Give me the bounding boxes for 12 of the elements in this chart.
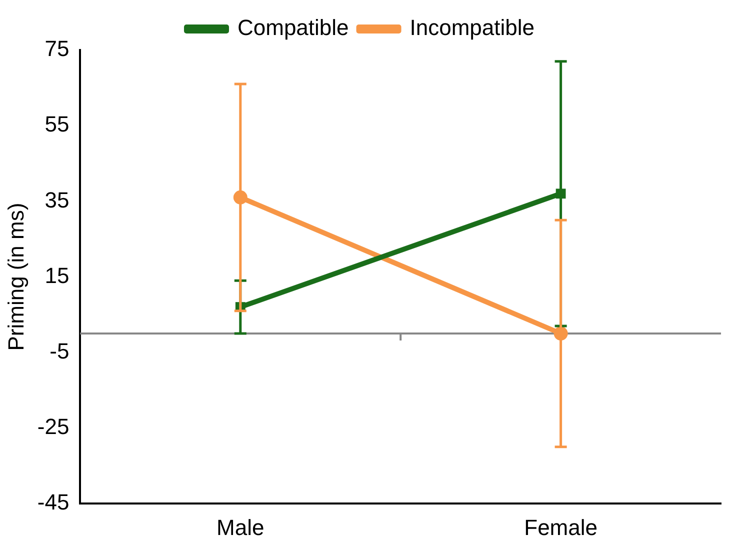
y-tick-label: 35 <box>44 187 70 212</box>
y-axis-title: Priming (in ms) <box>3 202 28 351</box>
y-tick-label: 15 <box>44 262 70 288</box>
y-tick-label: -45 <box>37 490 70 515</box>
y-tick-label: -5 <box>50 338 70 364</box>
x-tick-label: Male <box>216 514 264 540</box>
x-tick-label: Female <box>524 514 598 540</box>
y-tick-label: 75 <box>44 36 70 62</box>
y-tick-label: -25 <box>37 414 70 440</box>
legend-label: Compatible <box>237 15 349 40</box>
legend-label: Incompatible <box>410 15 535 40</box>
y-tick-label: 55 <box>44 112 70 137</box>
